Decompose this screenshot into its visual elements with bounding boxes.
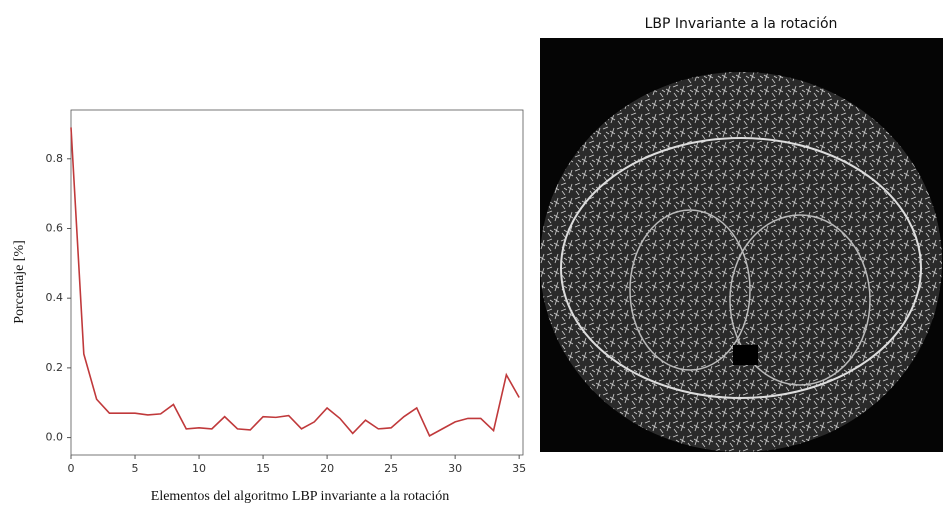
- data-line: [70, 127, 520, 437]
- image-contour: [560, 137, 922, 399]
- line-chart: Elementos del algoritmo LBP invariante a…: [12, 109, 526, 504]
- x-tick-label: 5: [132, 462, 139, 475]
- image-contour: [629, 209, 751, 371]
- x-tick-label: 30: [448, 462, 462, 475]
- plot-frame: [70, 109, 524, 456]
- x-tick-label: 20: [320, 462, 334, 475]
- image-body: [540, 72, 942, 452]
- x-tick-label: 25: [384, 462, 398, 475]
- y-tick-label: 0.4: [46, 291, 64, 304]
- image-panel: LBP Invariante a la rotación: [540, 16, 943, 452]
- image-contour: [729, 214, 871, 386]
- x-axis-label: Elementos del algoritmo LBP invariante a…: [151, 489, 449, 504]
- x-tick-label: 15: [256, 462, 270, 475]
- y-tick-label: 0.8: [46, 152, 64, 165]
- x-tick-label: 35: [512, 462, 526, 475]
- y-tick-label: 0.6: [46, 221, 64, 234]
- image-spine: [733, 345, 758, 365]
- x-tick-label: 0: [68, 462, 75, 475]
- y-tick-label: 0.0: [46, 431, 64, 444]
- x-tick-label: 10: [192, 462, 206, 475]
- image-title: LBP Invariante a la rotación: [645, 16, 838, 32]
- y-axis-label: Porcentaje [%]: [12, 240, 27, 324]
- y-tick-label: 0.2: [46, 361, 64, 374]
